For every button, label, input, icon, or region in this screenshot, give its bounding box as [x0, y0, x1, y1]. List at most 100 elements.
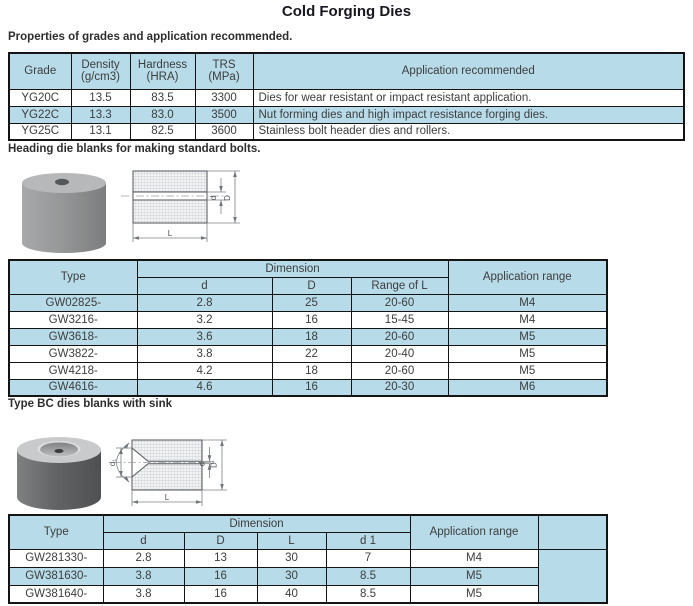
col-density-line2: (g/cm3)	[81, 71, 120, 84]
trs-cell: 3500	[194, 105, 254, 124]
table-row: YG22C 13.3 83.0 3500 Nut forming dies an…	[8, 105, 685, 124]
col-density-line1: Density	[81, 59, 120, 72]
dim-label-L: L	[165, 493, 170, 502]
col-application-range: Application range	[447, 259, 608, 295]
hardness-cell: 83.0	[129, 105, 196, 124]
d-cell: 2.8	[102, 548, 185, 568]
header-row: d D L d 1	[9, 531, 607, 550]
bc-die-blank-photo	[17, 437, 101, 510]
table-row: GW3216- 3.2 16 15-45 M4	[8, 310, 608, 329]
dim-label-angle: 90°	[94, 456, 103, 468]
d-cell: 3.2	[136, 310, 273, 329]
D-cell: 18	[271, 361, 352, 380]
d-cell: 3.8	[102, 566, 185, 586]
d-cell: 3.8	[136, 344, 273, 363]
table-row: GW381630- 3.8 16 30 8.5 M5	[8, 566, 607, 586]
dim-label-d: d	[209, 196, 218, 200]
type-cell: GW381640-	[8, 584, 104, 604]
table-row: YG20C 13.5 83.5 3300 Dies for wear resis…	[8, 88, 685, 107]
D-cell: 16	[271, 378, 352, 397]
bc-die-section-heading: Type BC dies blanks with sink	[8, 398, 173, 410]
L-cell: 40	[256, 584, 327, 604]
range-cell: 20-30	[350, 378, 449, 397]
range-cell: 20-60	[350, 327, 449, 346]
properties-section-heading: Properties of grades and application rec…	[8, 31, 293, 43]
col-D: D	[271, 276, 352, 295]
col-d: d	[136, 276, 273, 295]
bc-die-section-drawing: 90° d₁ d D L	[94, 439, 227, 506]
range-cell: 20-40	[350, 344, 449, 363]
grade-cell: YG25C	[8, 122, 72, 141]
type-cell: GW02825-	[8, 293, 138, 312]
col-type: Type	[8, 514, 104, 550]
empty-header-cell	[537, 514, 608, 550]
d-cell: 4.6	[136, 378, 273, 397]
d-cell: 3.8	[102, 584, 185, 604]
col-dimension: Dimension	[102, 514, 411, 533]
col-application-recommended: Application recommended	[252, 52, 685, 90]
range-cell: 15-45	[350, 310, 449, 329]
type-cell: GW4218-	[8, 361, 138, 380]
col-type: Type	[8, 259, 138, 295]
application-cell: Stainless bolt header dies and rollers.	[252, 122, 685, 141]
grades-header-row: Grade Density (g/cm3) Hardness (HRA) TRS (M…	[8, 52, 685, 90]
col-dimension: Dimension	[136, 259, 449, 278]
application-range-cell: M5	[409, 584, 539, 604]
die-section-drawing: d D L	[121, 170, 240, 242]
col-trs-line1: TRS	[212, 59, 236, 72]
D-cell: 16	[183, 584, 258, 604]
hardness-cell: 83.5	[129, 88, 196, 107]
grade-cell: YG20C	[8, 88, 72, 107]
col-L: L	[256, 531, 327, 550]
D-cell: 18	[271, 327, 352, 346]
d1-cell: 8.5	[325, 566, 411, 586]
trs-cell: 3600	[194, 122, 254, 141]
col-hardness: Hardness (HRA)	[129, 52, 196, 90]
application-range-cell: M5	[447, 361, 608, 380]
density-cell: 13.5	[70, 88, 131, 107]
type-cell: GW281330-	[8, 548, 104, 568]
d1-cell: 7	[325, 548, 411, 568]
D-cell: 13	[183, 548, 258, 568]
heading-die-table: Type Dimension Application range d D Ran…	[8, 259, 608, 397]
table-row: GW281330- 2.8 13 30 7 M4	[8, 548, 608, 604]
col-d1: d 1	[325, 531, 411, 550]
col-trs: TRS (MPa)	[194, 52, 254, 90]
header-row: Type Dimension Application range	[8, 259, 608, 295]
D-cell: 25	[271, 293, 352, 312]
application-range-cell: M5	[447, 344, 608, 363]
grades-table: Grade Density (g/cm3) Hardness (HRA) TRS (M…	[8, 52, 685, 141]
header-row: d D Range of L	[9, 276, 607, 295]
col-hardness-line1: Hardness	[137, 59, 188, 72]
col-D: D	[183, 531, 258, 550]
application-range-cell: M4	[447, 310, 608, 329]
density-cell: 13.3	[70, 105, 131, 124]
col-density: Density (g/cm3)	[70, 52, 131, 90]
table-row: GW4616- 4.6 16 20-30 M6	[8, 378, 608, 397]
d-cell: 4.2	[136, 361, 273, 380]
dim-label-D: D	[223, 195, 232, 201]
bc-die-table: Type Dimension Application range d D L d…	[8, 514, 608, 604]
application-range-cell: M5	[447, 327, 608, 346]
table-row: YG25C 13.1 82.5 3600 Stainless bolt head…	[8, 122, 685, 141]
D-cell: 16	[271, 310, 352, 329]
application-range-cell: M5	[409, 566, 539, 586]
table-row: GW3618- 3.6 18 20-60 M5	[8, 327, 608, 346]
L-cell: 30	[256, 548, 327, 568]
dim-label-D: D	[210, 462, 219, 468]
col-hardness-line2: (HRA)	[146, 71, 179, 84]
type-cell: GW4616-	[8, 378, 138, 397]
application-cell: Nut forming dies and high impact resista…	[252, 105, 685, 124]
trs-cell: 3300	[194, 88, 254, 107]
table-row: GW4218- 4.2 18 20-60 M5	[8, 361, 608, 380]
D-cell: 22	[271, 344, 352, 363]
application-cell: Dies for wear resistant or impact resist…	[252, 88, 685, 107]
dim-label-L: L	[168, 229, 173, 238]
type-cell: GW3216-	[8, 310, 138, 329]
range-cell: 20-60	[350, 293, 449, 312]
col-trs-line2: (MPa)	[208, 71, 240, 84]
d1-cell: 8.5	[325, 584, 411, 604]
table-row: GW381640- 3.8 16 40 8.5 M5	[8, 584, 607, 604]
type-cell: GW3822-	[8, 344, 138, 363]
empty-cell	[537, 548, 608, 604]
